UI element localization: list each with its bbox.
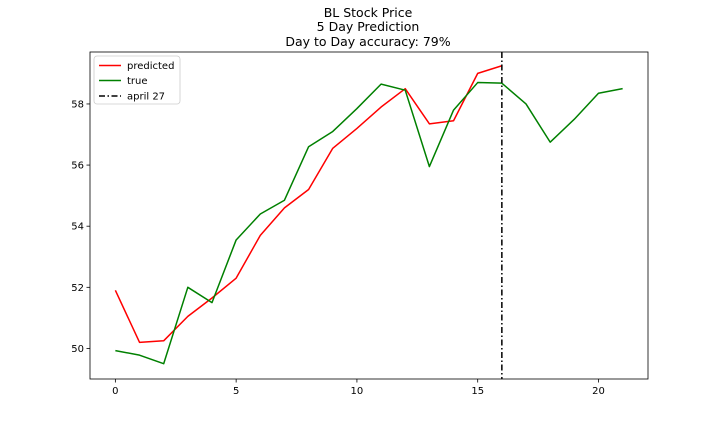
legend-box (93, 55, 181, 105)
legend-label-april-27: april 27 (127, 92, 165, 103)
y-tick-label: 56 (71, 161, 84, 172)
y-tick-label: 52 (71, 283, 84, 294)
x-tick-label: 0 (112, 386, 118, 397)
chart-accuracy: Day to Day accuracy: 79% (285, 34, 450, 49)
series-line-predicted (114, 65, 503, 344)
x-tick-label: 15 (471, 386, 484, 397)
y-tick-label: 54 (71, 222, 84, 233)
x-tick-label: 5 (233, 386, 239, 397)
legend-label-true: true (127, 76, 148, 87)
legend: predicted true april 27 (93, 55, 181, 105)
x-tick-label: 10 (351, 386, 364, 397)
series-line-true (115, 81, 623, 365)
chart-subtitle: 5 Day Prediction (317, 19, 420, 34)
chart-title: BL Stock Price (324, 5, 413, 20)
y-tick-label: 58 (71, 99, 84, 110)
x-tick-label: 20 (592, 386, 605, 397)
plot-frame (89, 51, 649, 380)
y-tick-label: 50 (71, 344, 84, 355)
legend-label-predicted: predicted (127, 61, 174, 72)
